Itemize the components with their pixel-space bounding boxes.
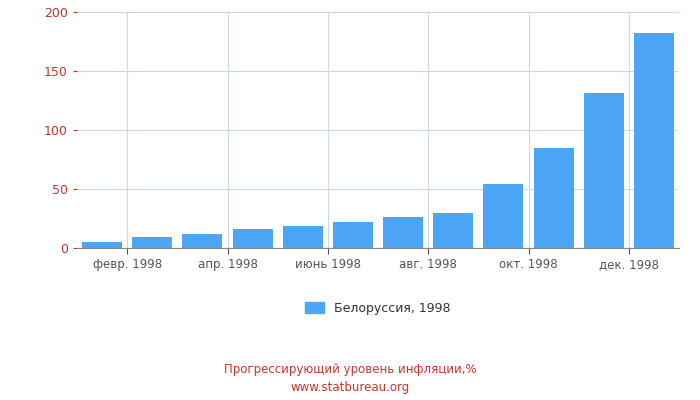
Bar — [283, 226, 323, 248]
Text: www.statbureau.org: www.statbureau.org — [290, 382, 410, 394]
Bar — [232, 229, 272, 248]
Bar — [533, 148, 574, 248]
Bar — [182, 234, 223, 248]
Bar — [634, 33, 674, 248]
Bar — [483, 184, 524, 248]
Bar — [433, 213, 473, 248]
Bar — [333, 222, 373, 248]
Bar — [584, 94, 624, 248]
Legend: Белоруссия, 1998: Белоруссия, 1998 — [300, 297, 456, 320]
Bar — [132, 237, 172, 248]
Text: Прогрессирующий уровень инфляции,%: Прогрессирующий уровень инфляции,% — [224, 364, 476, 376]
Bar — [82, 242, 122, 248]
Bar — [383, 217, 423, 248]
